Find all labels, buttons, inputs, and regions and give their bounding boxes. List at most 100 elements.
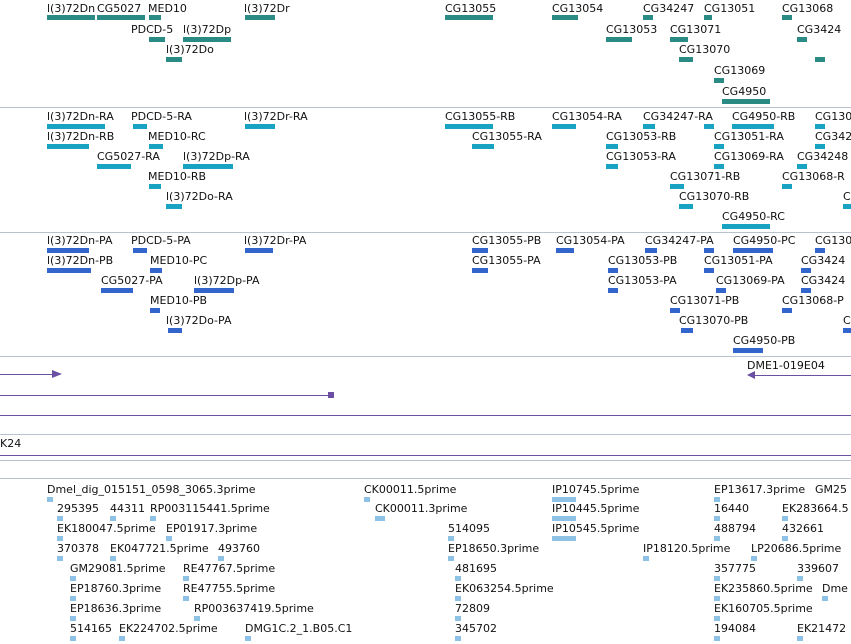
alignment-arrow[interactable]	[747, 371, 755, 379]
est-feature[interactable]	[714, 536, 720, 541]
transcript-feature[interactable]	[552, 124, 576, 129]
transcript-feature[interactable]	[643, 124, 655, 129]
transcript-label[interactable]: C	[843, 190, 851, 203]
transcript-feature[interactable]	[47, 144, 89, 149]
protein-label[interactable]: CG13054-PA	[556, 234, 625, 247]
est-label[interactable]: 514165	[70, 622, 112, 635]
transcript-label[interactable]: CG4950-RB	[732, 110, 796, 123]
alignment-line[interactable]	[0, 455, 851, 456]
transcript-label[interactable]: CG4950-RC	[722, 210, 785, 223]
protein-label[interactable]: l(3)72Dp-PA	[194, 274, 260, 287]
transcript-feature[interactable]	[245, 124, 275, 129]
transcript-label[interactable]: l(3)72Dp-RA	[183, 150, 250, 163]
gene-label[interactable]: CG34247	[643, 2, 695, 15]
transcript-label[interactable]: l(3)72Dr-RA	[244, 110, 308, 123]
est-feature[interactable]	[455, 576, 461, 581]
est-label[interactable]: RP003115441.5prime	[150, 502, 270, 515]
est-label[interactable]: 194084	[714, 622, 756, 635]
est-feature[interactable]	[455, 636, 461, 641]
est-feature[interactable]	[751, 556, 757, 561]
gene-feature[interactable]	[797, 37, 807, 42]
est-label[interactable]: Dmel_dig_015151_0598_3065.3prime	[47, 483, 256, 496]
transcript-feature[interactable]	[47, 124, 105, 129]
gene-label[interactable]: CG13054	[552, 2, 604, 15]
protein-label[interactable]: CG13068-P	[782, 294, 844, 307]
est-label[interactable]: IP10445.5prime	[552, 502, 640, 515]
est-feature[interactable]	[552, 536, 576, 541]
est-feature[interactable]	[110, 516, 116, 521]
gene-label[interactable]: l(3)72Dn	[47, 2, 96, 15]
est-feature[interactable]	[70, 636, 76, 641]
transcript-feature[interactable]	[815, 124, 825, 129]
protein-feature[interactable]	[47, 248, 89, 253]
protein-feature[interactable]	[472, 248, 488, 253]
est-feature[interactable]	[70, 616, 76, 621]
est-feature[interactable]	[552, 497, 576, 502]
gene-label[interactable]: l(3)72Do	[166, 43, 214, 56]
transcript-label[interactable]: l(3)72Dn-RB	[47, 130, 115, 143]
gene-feature[interactable]	[552, 15, 578, 20]
transcript-label[interactable]: CG34248	[797, 150, 849, 163]
gene-feature[interactable]	[815, 57, 825, 62]
protein-feature[interactable]	[733, 348, 763, 353]
est-feature[interactable]	[455, 616, 461, 621]
est-feature[interactable]	[218, 556, 224, 561]
gene-label[interactable]: CG13053	[606, 23, 658, 36]
est-feature[interactable]	[70, 576, 76, 581]
alignment-line[interactable]	[0, 415, 851, 416]
protein-label[interactable]: CG13070-PB	[679, 314, 749, 327]
est-label[interactable]: EK21472	[797, 622, 847, 635]
protein-label[interactable]: CG3424	[801, 254, 846, 267]
est-label[interactable]: 514095	[448, 522, 490, 535]
est-label[interactable]: RP003637419.5prime	[194, 602, 314, 615]
protein-feature[interactable]	[815, 248, 825, 253]
transcript-label[interactable]: CG13068-R	[782, 170, 845, 183]
est-label[interactable]: EP18636.3prime	[70, 602, 162, 615]
gene-label[interactable]: l(3)72Dr	[244, 2, 290, 15]
alignment-line[interactable]	[0, 374, 54, 375]
transcript-label[interactable]: MED10-RB	[148, 170, 207, 183]
est-label[interactable]: 345702	[455, 622, 497, 635]
transcript-feature[interactable]	[445, 124, 493, 129]
protein-label[interactable]: CG13053-PA	[608, 274, 677, 287]
est-feature[interactable]	[183, 576, 189, 581]
transcript-label[interactable]: PDCD-5-RA	[131, 110, 192, 123]
est-feature[interactable]	[782, 536, 788, 541]
est-feature[interactable]	[822, 596, 828, 601]
transcript-feature[interactable]	[714, 144, 724, 149]
est-label[interactable]: EK063254.5prime	[455, 582, 554, 595]
est-feature[interactable]	[70, 596, 76, 601]
transcript-feature[interactable]	[722, 224, 770, 229]
est-label[interactable]: 370378	[57, 542, 99, 555]
gene-feature[interactable]	[445, 15, 493, 20]
est-label[interactable]: CK00011.5prime	[364, 483, 457, 496]
est-label[interactable]: 481695	[455, 562, 497, 575]
est-feature[interactable]	[364, 497, 370, 502]
est-feature[interactable]	[782, 516, 788, 521]
protein-label[interactable]: CG13051-PA	[704, 254, 773, 267]
est-label[interactable]: EP01917.3prime	[166, 522, 258, 535]
gene-feature[interactable]	[643, 15, 653, 20]
protein-feature[interactable]	[782, 308, 792, 313]
est-label[interactable]: 44311	[110, 502, 145, 515]
est-feature[interactable]	[57, 516, 63, 521]
alignment-arrow[interactable]	[52, 370, 62, 378]
est-label[interactable]: EK224702.5prime	[119, 622, 218, 635]
gene-label[interactable]: CG5027	[97, 2, 142, 15]
est-label[interactable]: 72809	[455, 602, 490, 615]
transcript-label[interactable]: CG13053-RA	[606, 150, 676, 163]
gene-feature[interactable]	[166, 57, 182, 62]
protein-feature[interactable]	[168, 328, 182, 333]
gene-feature[interactable]	[714, 78, 724, 83]
transcript-label[interactable]: CG34247-RA	[643, 110, 713, 123]
alignment-end[interactable]	[328, 392, 334, 398]
gene-feature[interactable]	[97, 15, 145, 20]
est-feature[interactable]	[150, 516, 156, 521]
est-label[interactable]: IP18120.5prime	[643, 542, 731, 555]
protein-label[interactable]: CG13055-PB	[472, 234, 542, 247]
est-feature[interactable]	[797, 576, 803, 581]
transcript-label[interactable]: CG5027-RA	[97, 150, 160, 163]
protein-label[interactable]: CG13071-PB	[670, 294, 740, 307]
alignment-line[interactable]	[752, 375, 851, 376]
protein-feature[interactable]	[101, 288, 133, 293]
